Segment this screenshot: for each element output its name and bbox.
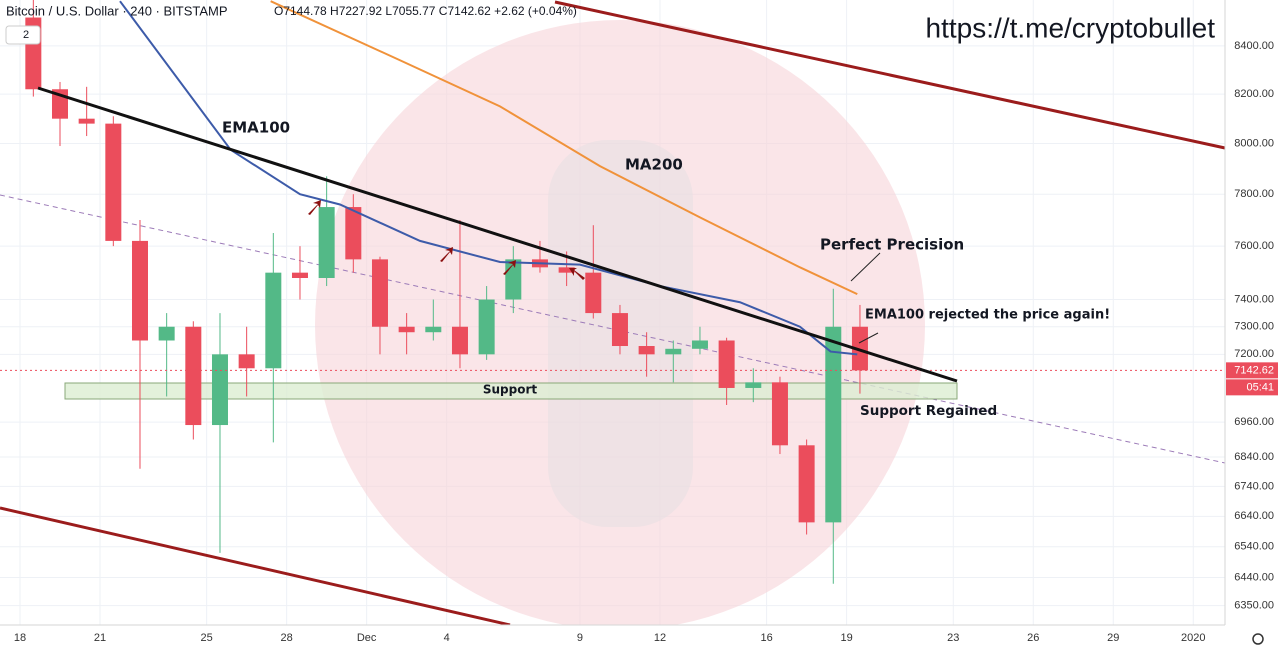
candle-body <box>638 346 655 355</box>
chart-title: Bitcoin / U.S. Dollar · 240 · BITSTAMP <box>6 3 228 18</box>
x-tick-label: 12 <box>654 632 666 644</box>
x-tick-label: 18 <box>14 632 26 644</box>
arrow <box>308 200 321 215</box>
annotation-arrow <box>850 252 881 282</box>
candle-body <box>185 326 202 426</box>
ohlc-legend: O7144.78 H7227.92 L7055.77 C7142.62 +2.6… <box>274 4 577 18</box>
candle-body <box>211 354 228 426</box>
price-axis <box>1225 0 1280 649</box>
y-tick-label: 7200.00 <box>1234 348 1274 360</box>
x-tick-label: 23 <box>947 632 959 644</box>
arrow <box>503 260 516 275</box>
candle-body <box>78 118 95 124</box>
annotation: EMA100 rejected the price again! <box>865 308 1110 323</box>
plot <box>0 0 1225 584</box>
x-tick-label: Dec <box>357 632 377 644</box>
time-axis <box>0 625 1280 649</box>
candle-body <box>585 272 602 314</box>
axes: 8400.00 8200.00 8000.00 7800.00 7600.00 7400.… <box>14 40 1278 644</box>
countdown-badge <box>1226 379 1278 396</box>
arrow <box>440 247 453 262</box>
y-tick-label: 6350.00 <box>1234 600 1274 612</box>
annotation: Support Regained <box>860 403 997 419</box>
candle-body <box>425 326 442 333</box>
indicator-line <box>270 0 858 296</box>
dashed-midline <box>0 194 1226 464</box>
x-tick-label: 21 <box>94 632 106 644</box>
y-tick-label: 7300.00 <box>1234 321 1274 333</box>
candle-body <box>265 272 282 369</box>
candle-body <box>238 354 255 369</box>
candle-body <box>825 326 842 523</box>
candle-body <box>771 382 788 446</box>
arrows <box>308 200 585 280</box>
candle-body <box>398 326 415 333</box>
candle-body <box>158 326 175 341</box>
candle-body <box>345 207 362 260</box>
x-tick-label: 26 <box>1027 632 1039 644</box>
y-tick-label: 8400.00 <box>1234 40 1274 52</box>
candle-body <box>665 348 682 355</box>
settings-icon[interactable] <box>1252 633 1264 645</box>
x-tick-label: 9 <box>577 632 583 644</box>
candle-body <box>611 313 628 347</box>
candle-body <box>745 382 762 388</box>
x-tick-label: 29 <box>1107 632 1119 644</box>
y-tick-label: 6740.00 <box>1234 480 1274 492</box>
candle-body <box>318 207 335 279</box>
y-tick-label: 7400.00 <box>1234 293 1274 305</box>
candle-body <box>105 123 122 241</box>
annotation: EMA100 <box>222 119 290 137</box>
candle-body <box>798 445 815 523</box>
annotation: Perfect Precision <box>820 236 964 254</box>
y-tick-label: 7800.00 <box>1234 188 1274 200</box>
candle-body <box>691 340 708 349</box>
x-tick-label: 4 <box>444 632 450 644</box>
arrow <box>569 268 585 280</box>
candle-body <box>478 299 495 355</box>
indicator-line <box>119 0 858 356</box>
channel-bottom <box>0 506 511 627</box>
candle-body <box>371 259 388 327</box>
trendline <box>37 86 958 383</box>
y-tick-label: 7600.00 <box>1234 240 1274 252</box>
candle-body <box>718 340 735 388</box>
candle-body <box>558 267 575 273</box>
last-price-label: 7142.62 <box>1234 364 1274 376</box>
annotation-arrow <box>858 332 879 344</box>
x-tick-label: 19 <box>840 632 852 644</box>
y-tick-label: 6840.00 <box>1234 451 1274 463</box>
y-tick-label: 8200.00 <box>1234 88 1274 100</box>
collapse-badge[interactable] <box>5 25 41 45</box>
y-tick-label: 6960.00 <box>1234 416 1274 428</box>
y-tick-label: 6440.00 <box>1234 571 1274 583</box>
annotation: Support <box>483 383 538 397</box>
y-tick-label: 6640.00 <box>1234 510 1274 522</box>
annotation: MA200 <box>625 156 683 174</box>
channel-top <box>554 0 1226 150</box>
candle-body <box>131 240 148 341</box>
x-tick-label: 28 <box>281 632 293 644</box>
interval-badge[interactable]: 2 <box>23 29 29 41</box>
last-price-badge <box>1226 362 1278 379</box>
y-tick-label: 8000.00 <box>1234 137 1274 149</box>
x-tick-label: 16 <box>760 632 772 644</box>
annotations: EMA100 MA200 Perfect Precision EMA100 rejec… <box>222 119 1110 420</box>
x-tick-label: 25 <box>201 632 213 644</box>
candle-body <box>451 326 468 355</box>
watermark: https://t.me/cryptobullet <box>926 12 1216 43</box>
candle-body <box>291 272 308 279</box>
y-tick-label: 6540.00 <box>1234 541 1274 553</box>
countdown: 05:41 <box>1246 381 1274 393</box>
x-tick-label: 2020 <box>1181 632 1205 644</box>
